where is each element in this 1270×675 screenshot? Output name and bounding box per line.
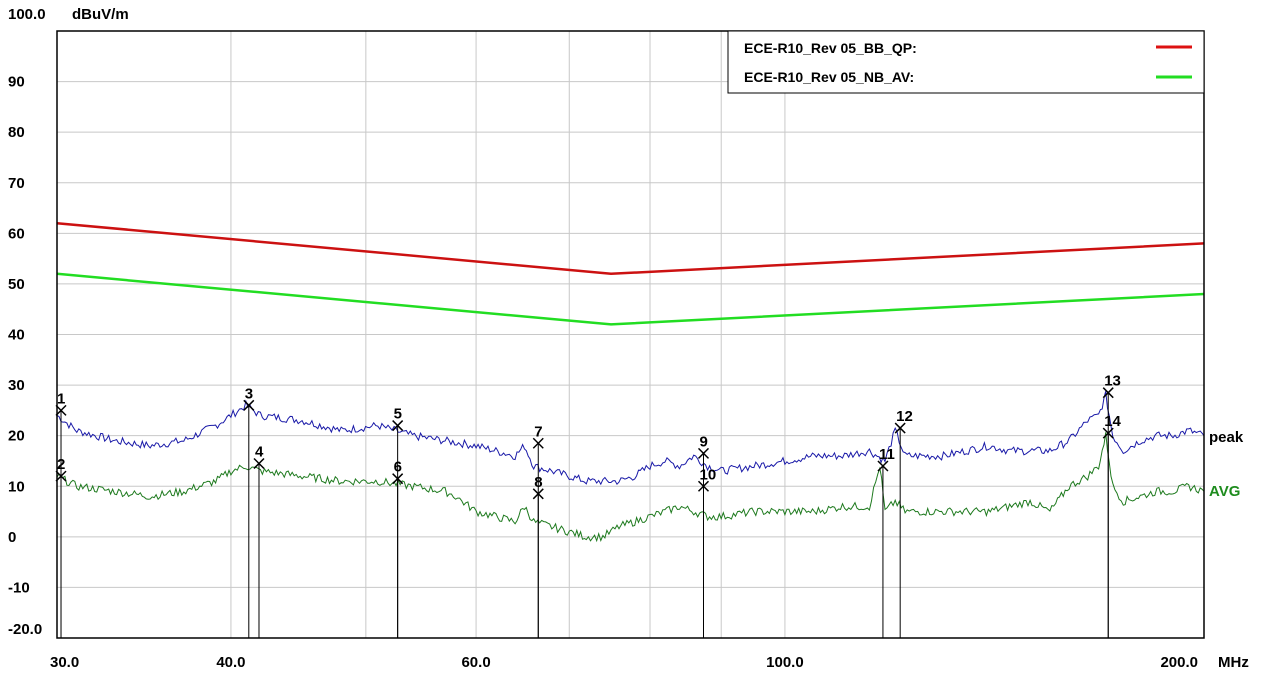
y-unit-label: dBuV/m [72,6,129,23]
x-tick-label: 40.0 [216,654,245,671]
limit-line-1 [56,272,1205,326]
x-tick-label: 60.0 [461,654,490,671]
marker-label: 11 [879,446,895,463]
marker-x [1102,387,1114,399]
marker-x [253,457,265,470]
y-tick-label: 10 [8,478,25,495]
marker-x [877,460,889,472]
marker-3: 3 [243,385,255,638]
marker-label: 13 [1104,373,1121,390]
legend: ECE-R10_Rev 05_BB_QP: ECE-R10_Rev 05_NB_… [727,30,1205,94]
y-tick-label: 40 [8,327,25,344]
y-tick-label: 0 [8,529,16,546]
marker-label: 9 [699,433,707,450]
plot-frame [56,30,1205,639]
marker-label: 3 [245,385,253,402]
y-tick-label: 80 [8,124,25,141]
x-tick-label: 100.0 [766,654,804,671]
marker-label: 8 [534,474,542,491]
marker-x [697,480,710,492]
x-axis-ticks: 30.0 40.0 60.0 100.0 200.0 [50,654,1198,671]
x-unit-label: MHz [1218,654,1249,671]
marker-4: 4 [253,443,265,638]
legend-label-av: ECE-R10_Rev 05_NB_AV: [744,69,914,85]
series-line-AVG [56,432,1205,543]
marker-11: 11 [877,446,895,638]
y-tick-label: 20 [8,428,25,445]
marker-12: 12 [894,408,913,638]
marker-label: 6 [394,459,402,476]
marker-6: 6 [392,459,404,638]
y-tick-label: 50 [8,276,25,293]
marker-label: 1 [57,390,65,407]
marker-label: 14 [1104,413,1121,430]
y-tick-label: 90 [8,74,25,91]
marker-x [243,399,255,411]
marker-label: 5 [394,406,402,423]
y-tick-label: 70 [8,175,25,192]
marker-x [1102,427,1114,439]
limit-lines [56,221,1205,326]
y-axis-ticks: 100.0 90 80 70 60 50 40 30 20 10 0 -10 -20.0 [8,6,46,638]
series-label-peak: peak [1209,429,1244,446]
marker-label: 4 [255,443,264,460]
y-tick-label: 30 [8,377,25,394]
marker-label: 12 [896,408,913,425]
marker-8: 8 [532,474,544,638]
marker-x [697,447,710,459]
marker-x [392,420,404,432]
x-tick-label: 200.0 [1160,654,1198,671]
y-tick-label: 100.0 [8,6,46,23]
y-tick-label: -20.0 [8,621,42,638]
series-label-avg: AVG [1209,483,1240,500]
marker-10: 10 [697,466,716,638]
marker-label: 7 [534,423,542,440]
y-tick-label: 60 [8,225,25,242]
marker-x [532,437,544,449]
marker-x [894,422,906,434]
marker-x [392,473,404,485]
marker-x [532,488,544,500]
legend-label-qp: ECE-R10_Rev 05_BB_QP: [744,40,917,56]
limit-line-0 [56,221,1205,276]
grid [57,31,1204,638]
marker-label: 10 [699,466,716,483]
y-tick-label: -10 [8,579,30,596]
legend-box [727,30,1205,94]
x-tick-label: 30.0 [50,654,79,671]
marker-label: 2 [57,456,65,473]
marker-14: 14 [1102,413,1122,638]
